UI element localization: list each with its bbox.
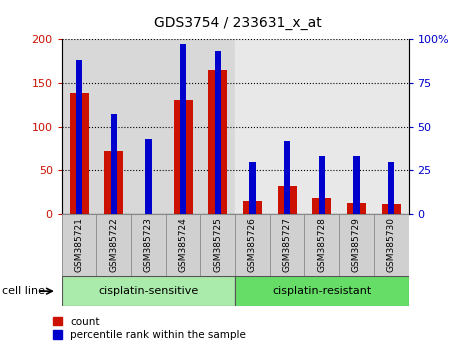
- Text: GSM385725: GSM385725: [213, 217, 222, 272]
- Text: GSM385722: GSM385722: [109, 217, 118, 272]
- Bar: [374, 39, 408, 214]
- FancyBboxPatch shape: [62, 276, 235, 306]
- FancyBboxPatch shape: [235, 276, 408, 306]
- Bar: [339, 39, 374, 214]
- Bar: [284, 141, 290, 214]
- Bar: [96, 39, 131, 214]
- Text: GSM385721: GSM385721: [75, 217, 84, 272]
- Text: GSM385729: GSM385729: [352, 217, 361, 272]
- Bar: [347, 203, 366, 214]
- Bar: [166, 39, 200, 214]
- Bar: [270, 39, 304, 214]
- Bar: [104, 151, 124, 214]
- Bar: [62, 39, 96, 214]
- Bar: [312, 198, 332, 214]
- Text: GSM385726: GSM385726: [248, 217, 257, 272]
- Text: GDS3754 / 233631_x_at: GDS3754 / 233631_x_at: [153, 16, 322, 30]
- Bar: [277, 186, 297, 214]
- Bar: [304, 39, 339, 214]
- Text: GSM385728: GSM385728: [317, 217, 326, 272]
- Bar: [69, 93, 89, 214]
- Bar: [388, 161, 394, 214]
- Legend: count, percentile rank within the sample: count, percentile rank within the sample: [53, 317, 247, 340]
- Text: cisplatin-sensitive: cisplatin-sensitive: [98, 286, 199, 296]
- Bar: [145, 139, 152, 214]
- Text: GSM385730: GSM385730: [387, 217, 396, 272]
- Bar: [111, 114, 117, 214]
- Bar: [249, 161, 256, 214]
- Text: GSM385727: GSM385727: [283, 217, 292, 272]
- Bar: [131, 39, 166, 214]
- Bar: [353, 156, 360, 214]
- Bar: [208, 70, 228, 214]
- Text: cisplatin-resistant: cisplatin-resistant: [272, 286, 371, 296]
- Bar: [243, 201, 262, 214]
- Bar: [235, 39, 270, 214]
- Bar: [76, 60, 82, 214]
- Bar: [200, 39, 235, 214]
- Text: cell line: cell line: [2, 286, 46, 296]
- Bar: [173, 100, 193, 214]
- Bar: [180, 44, 186, 214]
- Bar: [215, 51, 221, 214]
- Bar: [381, 204, 401, 214]
- Text: GSM385723: GSM385723: [144, 217, 153, 272]
- Text: GSM385724: GSM385724: [179, 217, 188, 272]
- Bar: [319, 156, 325, 214]
